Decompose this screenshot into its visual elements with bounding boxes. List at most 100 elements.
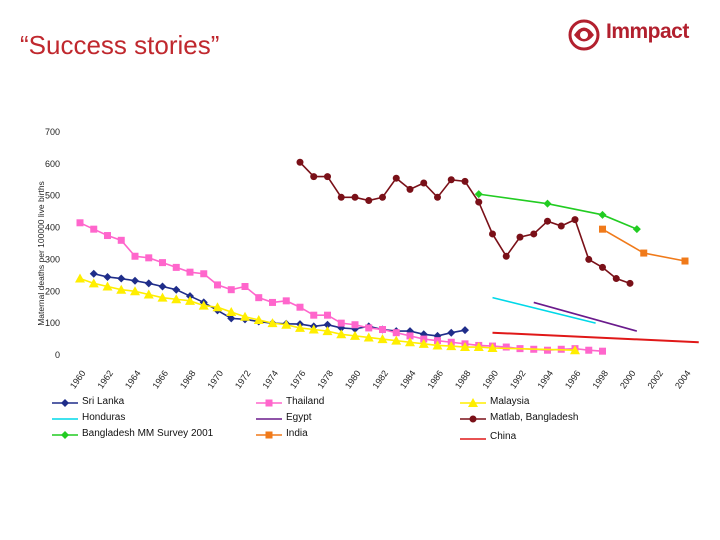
x-tick-label: 2004 <box>673 368 693 390</box>
data-point <box>310 311 318 319</box>
legend-swatch-icon <box>460 415 486 423</box>
x-tick-label: 1974 <box>260 368 280 390</box>
data-point <box>89 269 98 278</box>
legend-swatch-icon <box>460 398 486 407</box>
legend-label: Malaysia <box>490 396 530 407</box>
data-point <box>337 193 345 201</box>
data-point <box>324 173 331 181</box>
x-tick-label: 1990 <box>480 368 500 390</box>
data-point <box>406 332 414 340</box>
y-tick-label: 0 <box>55 350 60 360</box>
data-point <box>377 334 388 344</box>
data-point <box>145 254 153 262</box>
data-point <box>102 281 113 291</box>
data-point <box>599 347 606 355</box>
legend-label: Thailand <box>286 396 325 407</box>
y-tick-label: 700 <box>45 127 60 137</box>
data-point <box>185 295 195 305</box>
data-point <box>186 268 194 276</box>
y-tick-label: 500 <box>45 191 60 201</box>
data-point <box>475 198 483 206</box>
data-point <box>351 321 359 329</box>
page-title: “Success stories” <box>20 30 220 60</box>
data-point <box>172 263 180 271</box>
data-point <box>226 306 237 316</box>
data-point <box>502 343 510 351</box>
data-point <box>461 177 469 185</box>
data-point <box>365 324 373 332</box>
data-point <box>227 314 236 323</box>
x-tick-label: 1986 <box>425 368 445 390</box>
data-point <box>281 319 292 329</box>
x-tick-label: 1966 <box>150 368 170 390</box>
data-point <box>502 252 510 260</box>
data-point <box>157 292 168 302</box>
data-point <box>632 225 641 234</box>
legend-swatch-icon <box>52 418 78 420</box>
data-point <box>557 222 565 230</box>
data-point <box>212 302 223 312</box>
legend-label: Matlab, Bangladesh <box>490 412 579 423</box>
x-tick-label: 1962 <box>95 368 115 390</box>
data-point <box>159 259 166 267</box>
data-point <box>324 311 331 319</box>
y-axis-label: Maternal deaths per 100000 live births <box>36 181 46 326</box>
data-point <box>116 284 127 294</box>
data-point <box>75 273 85 283</box>
logo-text: Immpact <box>606 20 689 43</box>
data-point <box>516 233 524 241</box>
data-point <box>143 289 154 299</box>
data-point <box>570 345 580 355</box>
data-point <box>198 300 209 310</box>
x-tick-label: 1978 <box>315 368 335 390</box>
x-tick-label: 1998 <box>590 368 610 390</box>
legend-label: Honduras <box>82 412 126 423</box>
data-point <box>227 286 235 294</box>
x-tick-label: 2000 <box>618 368 638 390</box>
data-point <box>447 328 456 337</box>
x-tick-label: 1996 <box>563 368 583 390</box>
data-point <box>350 330 360 340</box>
data-point <box>487 342 498 352</box>
legend-label: Egypt <box>286 412 312 423</box>
data-point <box>640 249 648 257</box>
data-point <box>130 286 140 296</box>
data-point <box>530 230 538 238</box>
data-point <box>392 174 400 182</box>
x-tick-label: 1972 <box>233 368 253 390</box>
immpact-logo: Immpact <box>566 14 712 56</box>
legend-label: India <box>286 428 308 439</box>
series-line-honduras <box>492 296 596 324</box>
data-point <box>585 255 593 263</box>
x-tick-label: 1988 <box>453 368 473 390</box>
x-tick-label: 1960 <box>68 368 88 390</box>
legend-swatch-icon <box>52 431 78 439</box>
legend-swatch-icon <box>256 431 282 439</box>
data-point <box>434 193 441 201</box>
legend-swatch-icon <box>256 399 282 407</box>
data-point <box>392 329 400 337</box>
data-point <box>158 282 167 291</box>
data-point <box>323 320 332 329</box>
data-point <box>308 324 319 334</box>
legend-label: Sri Lanka <box>82 396 125 407</box>
data-point <box>282 297 290 305</box>
data-point <box>269 298 276 306</box>
data-point <box>171 294 182 304</box>
data-point <box>571 216 579 224</box>
legend-swatch-icon <box>256 418 282 420</box>
data-point <box>90 225 98 233</box>
data-point <box>598 210 607 219</box>
data-point <box>681 257 689 265</box>
y-tick-label: 100 <box>45 318 60 328</box>
data-point <box>473 342 484 352</box>
data-point <box>214 281 221 289</box>
data-point <box>447 176 455 184</box>
data-point <box>474 190 483 199</box>
data-point <box>406 185 414 193</box>
data-point <box>131 276 139 285</box>
legend-label: Bangladesh MM Survey 2001 <box>82 428 214 439</box>
data-point <box>405 337 415 347</box>
data-point <box>267 318 278 328</box>
